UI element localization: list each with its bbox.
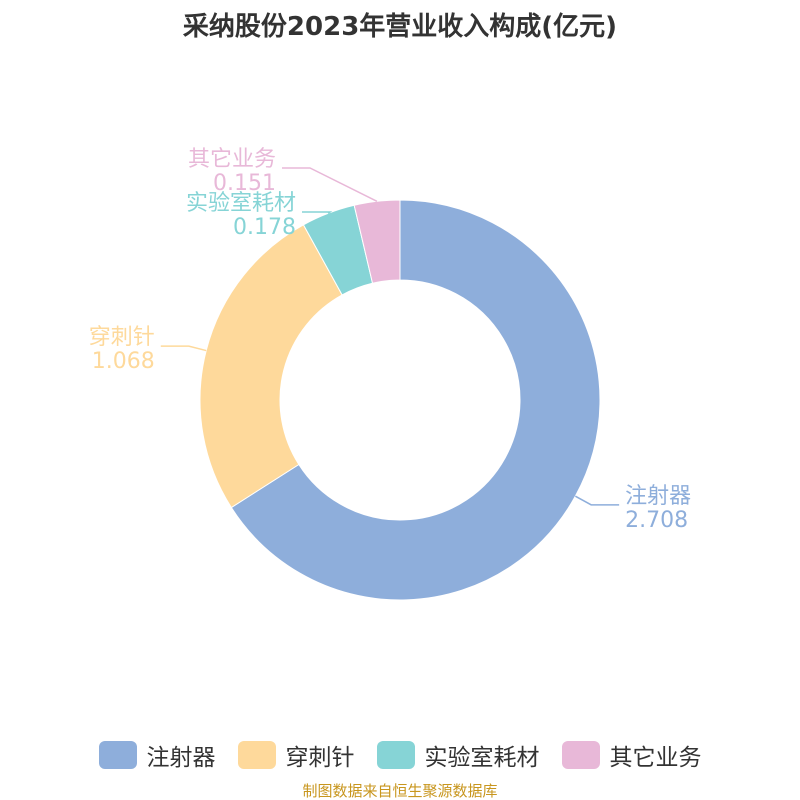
slice-label: 其它业务 <box>188 147 276 172</box>
leader-line <box>302 211 333 214</box>
slice-label: 注射器 <box>625 484 691 509</box>
legend-label: 穿刺针 <box>285 745 355 771</box>
legend-item[interactable]: 其它业务 <box>561 738 702 772</box>
leader-line <box>160 345 207 352</box>
legend-swatch <box>561 741 600 769</box>
slice-label: 实验室耗材 <box>186 191 296 216</box>
legend-item[interactable]: 实验室耗材 <box>376 738 540 772</box>
slice-label: 穿刺针 <box>89 325 155 350</box>
slice-value-label: 2.708 <box>625 508 688 533</box>
legend-item[interactable]: 穿刺针 <box>237 738 355 772</box>
legend: 注射器 穿刺针 实验室耗材 其它业务 <box>0 738 800 772</box>
chart-title: 采纳股份2023年营业收入构成(亿元) <box>182 12 618 42</box>
leader-line <box>574 495 620 506</box>
legend-swatch <box>376 741 415 769</box>
legend-label: 实验室耗材 <box>424 745 540 771</box>
legend-label: 其它业务 <box>609 745 702 771</box>
slice-value-label: 0.151 <box>213 171 276 196</box>
legend-item[interactable]: 注射器 <box>98 738 216 772</box>
legend-swatch <box>98 741 137 769</box>
donut-slice[interactable] <box>230 199 601 601</box>
legend-swatch <box>237 741 276 769</box>
slice-value-label: 1.068 <box>92 349 155 374</box>
source-footer: 制图数据来自恒生聚源数据库 <box>302 782 498 800</box>
donut-slice[interactable] <box>353 199 401 284</box>
donut-slice[interactable] <box>199 224 343 509</box>
legend-label: 注射器 <box>146 745 216 771</box>
leader-line <box>282 167 378 203</box>
slice-value-label: 0.178 <box>233 215 296 240</box>
